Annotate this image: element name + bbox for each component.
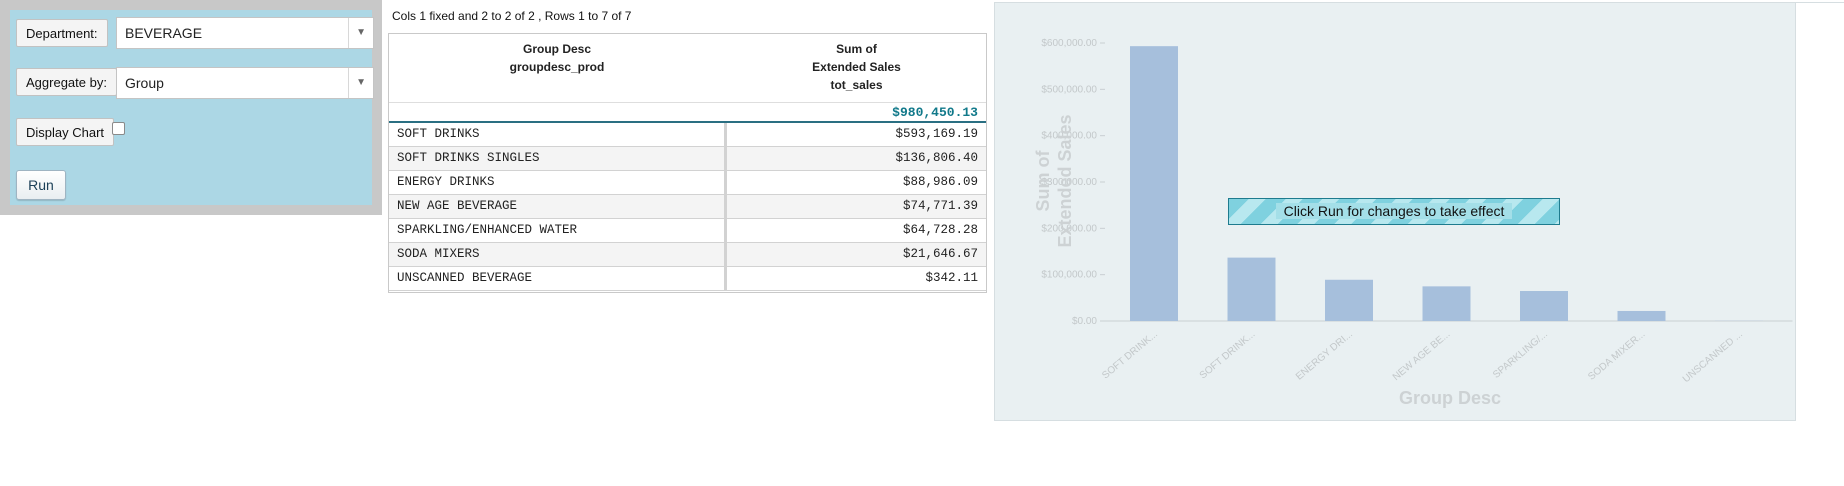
y-tick-label: $600,000.00 xyxy=(1041,38,1097,49)
column-divider xyxy=(724,123,727,146)
y-tick-label: $400,000.00 xyxy=(1041,131,1097,142)
column-header-line: groupdesc_prod xyxy=(509,60,605,74)
y-tick-label: $0.00 xyxy=(1072,316,1097,327)
table-body: SOFT DRINKS $593,169.19 SOFT DRINKS SING… xyxy=(389,123,986,291)
sales-cell: $136,806.40 xyxy=(895,151,978,165)
table-row[interactable]: ENERGY DRINKS $88,986.09 xyxy=(389,171,986,195)
y-tick-label: $100,000.00 xyxy=(1041,270,1097,281)
table-row[interactable]: SOFT DRINKS $593,169.19 xyxy=(389,123,986,147)
x-tick-label: SPARKLING/... xyxy=(1491,329,1550,381)
chart-bar xyxy=(1227,257,1276,321)
grand-total-row: $980,450.13 xyxy=(389,102,986,123)
column-header-extended-sales[interactable]: Sum of Extended Sales tot_sales xyxy=(727,34,986,101)
y-axis-title: Sum of Extended Sales xyxy=(1033,114,1075,247)
divider-line xyxy=(1796,2,1844,3)
sales-cell: $64,728.28 xyxy=(902,223,978,237)
x-tick-label: SOFT DRINK... xyxy=(1100,329,1160,382)
run-button[interactable]: Run xyxy=(16,170,66,200)
column-header-line: Sum of xyxy=(836,42,877,56)
column-header-line: Group Desc xyxy=(522,42,591,56)
table-row[interactable]: NEW AGE BEVERAGE $74,771.39 xyxy=(389,195,986,219)
x-axis-title: Group Desc xyxy=(1399,388,1501,408)
group-desc-cell: UNSCANNED BEVERAGE xyxy=(397,271,533,285)
column-divider xyxy=(724,195,727,218)
table-row[interactable]: SOFT DRINKS SINGLES $136,806.40 xyxy=(389,147,986,171)
group-desc-cell: SODA MIXERS xyxy=(397,247,480,261)
column-divider xyxy=(724,171,727,194)
grand-total-value: $980,450.13 xyxy=(892,105,978,120)
table-info: Cols 1 fixed and 2 to 2 of 2 , Rows 1 to… xyxy=(392,9,632,23)
chart-bar xyxy=(1422,286,1471,321)
chart-bar xyxy=(1130,46,1178,321)
y-axis-title-line: Sum of xyxy=(1033,149,1053,211)
x-tick-label: SODA MIXER... xyxy=(1586,329,1647,383)
sales-cell: $593,169.19 xyxy=(895,127,978,141)
x-tick-label: ENERGY DRI... xyxy=(1294,329,1355,383)
chart-bar xyxy=(1520,291,1568,321)
display-chart-label: Display Chart xyxy=(16,118,115,146)
x-tick-label: SOFT DRINK... xyxy=(1198,329,1258,382)
x-tick-label: NEW AGE BE... xyxy=(1391,329,1453,383)
sales-cell: $88,986.09 xyxy=(902,175,978,189)
aggregate-select-value: Group xyxy=(125,75,164,91)
y-axis-title-line: Extended Sales xyxy=(1055,114,1075,247)
table-row[interactable]: SODA MIXERS $21,646.67 xyxy=(389,243,986,267)
department-label: Department: xyxy=(16,19,108,47)
sales-cell: $74,771.39 xyxy=(902,199,978,213)
group-desc-cell: ENERGY DRINKS xyxy=(397,175,495,189)
table-row[interactable]: SPARKLING/ENHANCED WATER $64,728.28 xyxy=(389,219,986,243)
column-header-line: Extended Sales xyxy=(812,60,901,74)
chevron-down-icon[interactable]: ▼ xyxy=(356,77,366,88)
sales-cell: $21,646.67 xyxy=(902,247,978,261)
chevron-down-icon[interactable]: ▼ xyxy=(356,27,366,38)
chart-bar xyxy=(1617,310,1666,321)
department-select[interactable]: BEVERAGE ▼ xyxy=(116,17,374,49)
aggregate-label: Aggregate by: xyxy=(16,68,117,96)
column-divider xyxy=(724,267,727,290)
aggregate-select[interactable]: Group ▼ xyxy=(116,67,374,99)
column-header-group-desc[interactable]: Group Desc groupdesc_prod xyxy=(389,34,725,101)
group-desc-cell: NEW AGE BEVERAGE xyxy=(397,199,518,213)
run-notice-overlay: Click Run for changes to take effect xyxy=(1228,198,1560,225)
column-divider xyxy=(724,147,727,170)
column-divider xyxy=(724,219,727,242)
department-select-value: BEVERAGE xyxy=(125,25,203,41)
chart-panel: $0.00 $100,000.00 $200,000.00 $300,000.00 $4… xyxy=(994,2,1796,421)
column-divider xyxy=(724,243,727,266)
group-desc-cell: SOFT DRINKS xyxy=(397,127,480,141)
chart-bar xyxy=(1325,279,1373,321)
sales-cell: $342.11 xyxy=(925,271,978,285)
display-chart-checkbox[interactable] xyxy=(112,122,125,135)
bar-chart: $0.00 $100,000.00 $200,000.00 $300,000.00 $4… xyxy=(1033,38,1793,408)
control-panel: Department: BEVERAGE ▼ Aggregate by: Gro… xyxy=(10,10,374,205)
select-divider xyxy=(348,68,349,98)
select-divider xyxy=(348,18,349,48)
data-table: Group Desc groupdesc_prod Sum of Extende… xyxy=(388,33,987,293)
group-desc-cell: SOFT DRINKS SINGLES xyxy=(397,151,540,165)
run-notice-text: Click Run for changes to take effect xyxy=(1275,203,1513,219)
table-row[interactable]: UNSCANNED BEVERAGE $342.11 xyxy=(389,267,986,291)
group-desc-cell: SPARKLING/ENHANCED WATER xyxy=(397,223,578,237)
y-tick-label: $500,000.00 xyxy=(1041,84,1097,95)
column-header-line: tot_sales xyxy=(830,78,883,92)
control-panel-frame: Department: BEVERAGE ▼ Aggregate by: Gro… xyxy=(0,0,382,215)
x-tick-label: UNSCANNED ... xyxy=(1681,329,1745,385)
y-tick-label: $300,000.00 xyxy=(1041,177,1097,188)
y-tick-label: $200,000.00 xyxy=(1041,223,1097,234)
